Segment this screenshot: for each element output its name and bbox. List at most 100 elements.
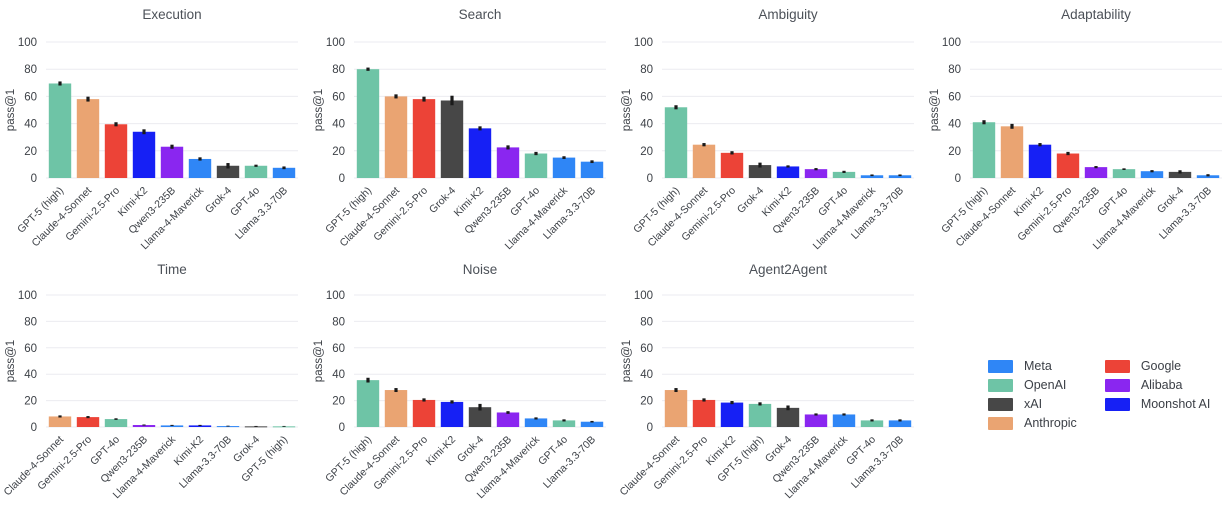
bar-gpt-4o: [832, 171, 856, 178]
chart-title: Search: [459, 7, 502, 22]
legend-swatch-moonshot-ai: [1104, 397, 1130, 411]
legend-label-moonshot-ai: Moonshot AI: [1140, 397, 1211, 411]
y-tick-label: 80: [332, 64, 345, 76]
y-axis-label: pass@1: [313, 340, 325, 382]
bar-gpt-4o: [860, 420, 884, 427]
bar-qwen3-235b: [496, 412, 520, 427]
bar-kimi-k2: [188, 425, 212, 427]
chart-ambiguity: 0 20 40 60 80 100 Ambiguity pass@1 GPT-5 (high) C…: [616, 0, 924, 255]
chart-title: Agent2Agent: [749, 262, 827, 277]
bar-llama-3-3-70b: [1196, 175, 1220, 178]
bar-gpt-4o: [524, 153, 548, 178]
y-tick-label: 20: [640, 146, 653, 158]
chart-time: 0 20 40 60 80 100 Time pass@1 Claude-4-Sonnet Gem…: [0, 255, 308, 512]
chart-title: Adaptability: [1061, 7, 1131, 22]
bar-llama-4-maverick: [160, 425, 184, 427]
bar-gpt-5-high: [972, 122, 996, 178]
y-tick-label: 0: [339, 422, 345, 434]
bar-llama-4-maverick: [1140, 171, 1164, 178]
bar-qwen3-235b: [132, 425, 156, 427]
legend-column: Google Alibaba Moonshot AI: [1104, 359, 1211, 430]
chart-title: Time: [157, 262, 187, 277]
legend-entry-xai: xAI: [988, 397, 1077, 411]
bar-claude-4-sonnet: [48, 416, 72, 427]
y-tick-label: 40: [640, 369, 653, 381]
bar-gpt-5-high: [664, 107, 688, 178]
y-tick-label: 20: [24, 396, 37, 408]
bar-gpt-4o: [1112, 169, 1136, 178]
chart-svg-agent2agent: 020406080100Agent2Agentpass@1Claude-4-So…: [617, 262, 914, 501]
x-tick-label-kimi-k2: Kimi-K2: [424, 434, 459, 469]
bar-gemini-2-5-pro: [104, 124, 128, 178]
legend-swatch-anthropic: [988, 416, 1013, 430]
bar-grok-4: [440, 100, 464, 178]
bar-gemini-2-5-pro: [412, 99, 436, 178]
bar-qwen3-235b: [160, 146, 184, 178]
y-tick-label: 40: [948, 119, 961, 131]
bar-gemini-2-5-pro: [76, 417, 100, 427]
y-tick-label: 40: [332, 119, 345, 131]
bar-qwen3-235b: [804, 414, 828, 427]
bar-gemini-2-5-pro: [692, 399, 716, 427]
y-tick-label: 0: [647, 173, 653, 185]
chart-title: Noise: [463, 262, 498, 277]
bar-gemini-2-5-pro: [412, 399, 436, 427]
bar-grok-4: [468, 407, 492, 427]
bar-gpt-5-high: [356, 380, 380, 427]
bar-llama-3-3-70b: [580, 161, 604, 178]
legend-swatch-google: [1104, 359, 1130, 373]
y-tick-label: 60: [332, 343, 345, 355]
y-tick-label: 20: [640, 396, 653, 408]
y-tick-label: 0: [31, 173, 37, 185]
bar-llama-3-3-70b: [580, 421, 604, 427]
y-tick-label: 60: [332, 91, 345, 103]
bar-qwen3-235b: [804, 169, 828, 178]
legend-label-xai: xAI: [1024, 397, 1043, 411]
y-tick-label: 20: [332, 396, 345, 408]
bar-gpt-4o: [104, 419, 128, 427]
bar-llama-4-maverick: [188, 158, 212, 178]
y-tick-label: 80: [640, 316, 653, 328]
bar-kimi-k2: [440, 401, 464, 427]
chart-adaptability: 0 20 40 60 80 100 Adaptability pass@1 GPT-5 (hig…: [924, 0, 1232, 255]
bar-kimi-k2: [468, 128, 492, 178]
y-tick-label: 60: [640, 91, 653, 103]
legend-swatch-openai: [988, 378, 1013, 392]
bar-gemini-2-5-pro: [720, 152, 744, 178]
y-axis-label: pass@1: [929, 89, 941, 131]
y-tick-label: 0: [31, 422, 37, 434]
y-tick-label: 80: [332, 316, 345, 328]
legend-label-openai: OpenAI: [1024, 378, 1067, 392]
y-tick-label: 60: [24, 343, 37, 355]
y-tick-label: 60: [948, 91, 961, 103]
legend-swatch-alibaba: [1104, 378, 1130, 392]
bar-gpt-5-high: [272, 426, 296, 428]
bar-kimi-k2: [1028, 144, 1052, 178]
bar-grok-4: [1168, 171, 1192, 178]
y-tick-label: 100: [326, 37, 345, 49]
legend-entry-google: Google: [1104, 359, 1211, 373]
y-tick-label: 100: [634, 290, 653, 302]
bar-llama-3-3-70b: [888, 420, 912, 427]
y-tick-label: 20: [948, 146, 961, 158]
bar-kimi-k2: [720, 402, 744, 427]
bar-grok-4: [748, 165, 772, 178]
chart-title: Ambiguity: [758, 7, 818, 22]
legend-column: Meta OpenAI xAI Anthropic: [988, 359, 1077, 430]
chart-search: 0 20 40 60 80 100 Search pass@1 GPT-5 (high) Clau…: [308, 0, 616, 255]
bar-grok-4: [776, 407, 800, 427]
bar-llama-3-3-70b: [216, 426, 240, 428]
legend-label-google: Google: [1140, 359, 1182, 373]
y-tick-label: 20: [24, 146, 37, 158]
bar-claude-4-sonnet: [664, 390, 688, 427]
chart-noise: 0 20 40 60 80 100 Noise pass@1 GPT-5 (high) Claud…: [308, 255, 616, 512]
y-axis-label: pass@1: [313, 89, 325, 131]
bar-llama-3-3-70b: [888, 175, 912, 178]
y-tick-label: 80: [24, 64, 37, 76]
legend-cell: Meta OpenAI xAI Anthropic Google Alibaba Moons…: [924, 255, 1232, 512]
y-tick-label: 80: [24, 316, 37, 328]
bar-llama-3-3-70b: [272, 167, 296, 178]
